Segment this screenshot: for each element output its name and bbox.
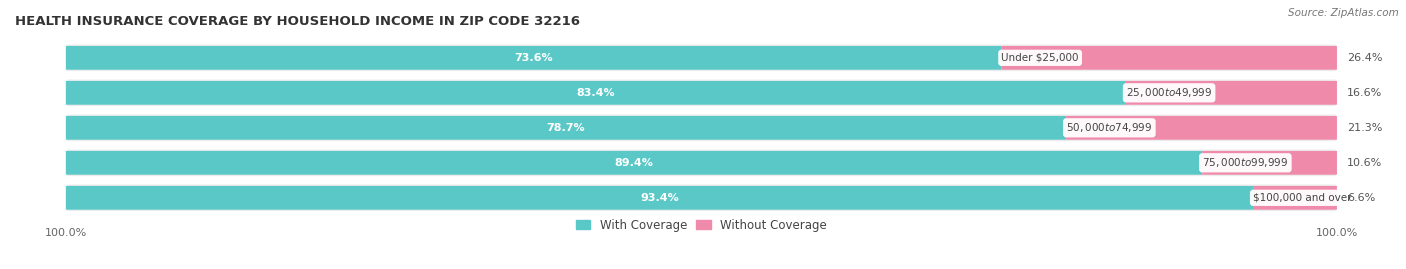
FancyBboxPatch shape <box>66 183 1337 213</box>
Text: 16.6%: 16.6% <box>1347 88 1382 98</box>
FancyBboxPatch shape <box>66 113 1337 143</box>
FancyBboxPatch shape <box>1001 46 1337 70</box>
FancyBboxPatch shape <box>66 46 1001 70</box>
Text: $75,000 to $99,999: $75,000 to $99,999 <box>1202 156 1288 169</box>
Text: $100,000 and over: $100,000 and over <box>1253 193 1351 203</box>
FancyBboxPatch shape <box>1253 186 1337 210</box>
Text: Under $25,000: Under $25,000 <box>1001 53 1078 63</box>
Text: 6.6%: 6.6% <box>1347 193 1375 203</box>
Text: 73.6%: 73.6% <box>515 53 553 63</box>
Text: 89.4%: 89.4% <box>614 158 654 168</box>
Text: Source: ZipAtlas.com: Source: ZipAtlas.com <box>1288 8 1399 18</box>
Text: 26.4%: 26.4% <box>1347 53 1382 63</box>
Text: $25,000 to $49,999: $25,000 to $49,999 <box>1126 86 1212 99</box>
FancyBboxPatch shape <box>66 116 1066 140</box>
Text: HEALTH INSURANCE COVERAGE BY HOUSEHOLD INCOME IN ZIP CODE 32216: HEALTH INSURANCE COVERAGE BY HOUSEHOLD I… <box>15 15 581 28</box>
Text: 10.6%: 10.6% <box>1347 158 1382 168</box>
Text: 93.4%: 93.4% <box>640 193 679 203</box>
FancyBboxPatch shape <box>66 81 1126 105</box>
FancyBboxPatch shape <box>66 43 1337 73</box>
Text: 78.7%: 78.7% <box>547 123 585 133</box>
FancyBboxPatch shape <box>1202 151 1337 175</box>
FancyBboxPatch shape <box>1066 116 1337 140</box>
Text: 21.3%: 21.3% <box>1347 123 1382 133</box>
Legend: With Coverage, Without Coverage: With Coverage, Without Coverage <box>576 218 827 232</box>
FancyBboxPatch shape <box>66 151 1202 175</box>
FancyBboxPatch shape <box>66 186 1253 210</box>
Text: 83.4%: 83.4% <box>576 88 616 98</box>
FancyBboxPatch shape <box>66 78 1337 108</box>
FancyBboxPatch shape <box>1126 81 1337 105</box>
FancyBboxPatch shape <box>66 148 1337 178</box>
Text: $50,000 to $74,999: $50,000 to $74,999 <box>1066 121 1153 134</box>
